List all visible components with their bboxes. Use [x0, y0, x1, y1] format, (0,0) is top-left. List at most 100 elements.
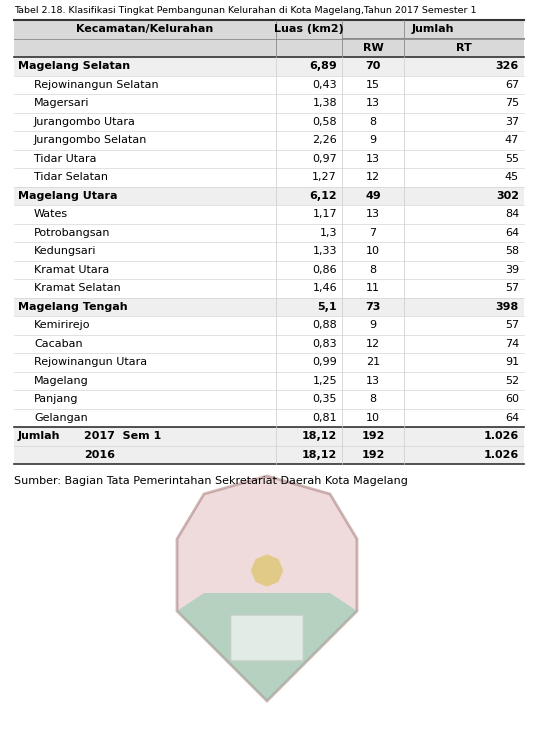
Text: 1,27: 1,27 — [312, 172, 337, 182]
Text: 73: 73 — [365, 302, 381, 312]
Text: 1,17: 1,17 — [312, 209, 337, 219]
Text: 21: 21 — [366, 357, 380, 367]
Text: 6,89: 6,89 — [309, 61, 337, 71]
Text: 8: 8 — [370, 117, 376, 127]
Text: 1,38: 1,38 — [312, 98, 337, 108]
Text: Panjang: Panjang — [34, 394, 78, 405]
Text: Magelang: Magelang — [34, 375, 89, 386]
Text: Cacaban: Cacaban — [34, 339, 83, 348]
Text: 18,12: 18,12 — [302, 432, 337, 441]
Text: 1.026: 1.026 — [484, 432, 519, 441]
Text: 2017  Sem 1: 2017 Sem 1 — [84, 432, 161, 441]
Bar — [14, 335, 524, 353]
Text: 192: 192 — [362, 450, 384, 460]
Text: Kramat Utara: Kramat Utara — [34, 265, 109, 275]
Text: 15: 15 — [366, 79, 380, 90]
Bar — [14, 297, 524, 316]
Bar — [14, 390, 524, 408]
Text: Sumber: Bagian Tata Pemerintahan Sekretariat Daerah Kota Magelang: Sumber: Bagian Tata Pemerintahan Sekreta… — [14, 476, 408, 486]
Text: 52: 52 — [505, 375, 519, 386]
Text: Gelangan: Gelangan — [34, 413, 88, 423]
Text: 0,81: 0,81 — [312, 413, 337, 423]
Text: 0,99: 0,99 — [312, 357, 337, 367]
Text: 0,83: 0,83 — [312, 339, 337, 348]
Text: 0,97: 0,97 — [312, 154, 337, 164]
Text: RW: RW — [363, 43, 383, 52]
Text: 302: 302 — [496, 191, 519, 200]
Bar — [14, 353, 524, 372]
Text: 67: 67 — [505, 79, 519, 90]
Bar — [14, 372, 524, 390]
Text: Magelang Selatan: Magelang Selatan — [18, 61, 130, 71]
Text: 12: 12 — [366, 339, 380, 348]
Bar — [14, 168, 524, 187]
Text: Magelang Utara: Magelang Utara — [18, 191, 117, 200]
Text: 6,12: 6,12 — [309, 191, 337, 200]
Text: 1,46: 1,46 — [312, 284, 337, 293]
Polygon shape — [206, 163, 328, 321]
Text: 13: 13 — [366, 154, 380, 164]
Bar — [14, 224, 524, 242]
Text: 45: 45 — [505, 172, 519, 182]
Text: 37: 37 — [505, 117, 519, 127]
Text: Magelang Tengah: Magelang Tengah — [18, 302, 128, 312]
Text: 13: 13 — [366, 98, 380, 108]
Text: Rejowinangun Utara: Rejowinangun Utara — [34, 357, 147, 367]
Text: 64: 64 — [505, 413, 519, 423]
Text: Kecamatan/Kelurahan: Kecamatan/Kelurahan — [76, 24, 214, 34]
Text: 12: 12 — [366, 172, 380, 182]
Text: 1,3: 1,3 — [319, 227, 337, 238]
Text: Potrobangsan: Potrobangsan — [34, 227, 111, 238]
Text: 0,43: 0,43 — [312, 79, 337, 90]
Text: 1,25: 1,25 — [312, 375, 337, 386]
Bar — [14, 427, 524, 445]
Text: RT: RT — [456, 43, 472, 52]
Text: Jumlah: Jumlah — [18, 432, 60, 441]
Polygon shape — [177, 593, 357, 701]
Text: 5,1: 5,1 — [317, 302, 337, 312]
Text: 39: 39 — [505, 265, 519, 275]
Text: 192: 192 — [362, 432, 384, 441]
Bar — [14, 408, 524, 427]
Text: Kemirirejo: Kemirirejo — [34, 320, 90, 330]
Bar — [14, 279, 524, 297]
Text: 9: 9 — [370, 320, 376, 330]
Text: 91: 91 — [505, 357, 519, 367]
Bar — [14, 76, 524, 94]
Polygon shape — [177, 134, 357, 359]
Bar — [14, 57, 524, 76]
Bar — [14, 445, 524, 464]
Bar — [14, 260, 524, 279]
Text: Jurangombo Selatan: Jurangombo Selatan — [34, 136, 147, 145]
Text: 2,26: 2,26 — [312, 136, 337, 145]
Text: 9: 9 — [370, 136, 376, 145]
Text: 64: 64 — [505, 227, 519, 238]
Text: 1.026: 1.026 — [484, 450, 519, 460]
Bar — [14, 112, 524, 131]
Bar — [14, 20, 524, 39]
FancyBboxPatch shape — [231, 615, 303, 660]
Bar — [14, 149, 524, 168]
Bar — [14, 39, 524, 57]
Bar — [14, 242, 524, 260]
Text: 55: 55 — [505, 154, 519, 164]
Circle shape — [315, 213, 336, 235]
Text: Tidar Selatan: Tidar Selatan — [34, 172, 108, 182]
Text: 0,86: 0,86 — [312, 265, 337, 275]
Text: Jumlah: Jumlah — [412, 24, 454, 34]
Text: 13: 13 — [366, 209, 380, 219]
Bar — [14, 131, 524, 149]
Text: Jurangombo Utara: Jurangombo Utara — [34, 117, 136, 127]
Text: Kramat Selatan: Kramat Selatan — [34, 284, 121, 293]
Text: 11: 11 — [366, 284, 380, 293]
Text: Tidar Utara: Tidar Utara — [34, 154, 97, 164]
Text: 2016: 2016 — [84, 450, 115, 460]
Bar — [14, 316, 524, 335]
Text: 57: 57 — [505, 284, 519, 293]
Text: 58: 58 — [505, 246, 519, 257]
Text: 0,88: 0,88 — [312, 320, 337, 330]
Text: 10: 10 — [366, 413, 380, 423]
Text: Magersari: Magersari — [34, 98, 90, 108]
Polygon shape — [177, 476, 357, 701]
Text: 398: 398 — [496, 302, 519, 312]
